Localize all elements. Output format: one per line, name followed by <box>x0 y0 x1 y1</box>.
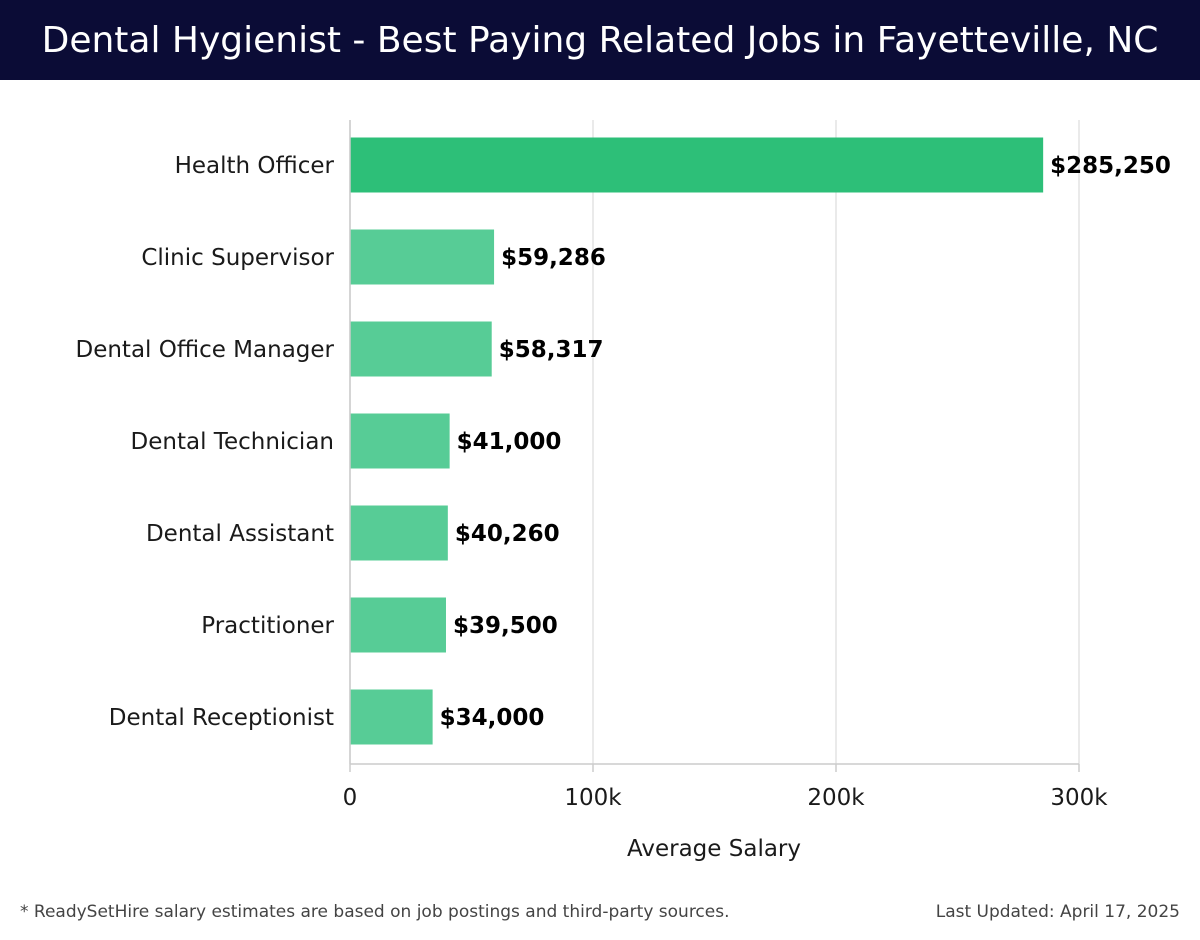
x-axis-title: Average Salary <box>627 836 801 862</box>
footer: * ReadySetHire salary estimates are base… <box>0 898 1200 928</box>
bars <box>350 137 1044 745</box>
bar-dental-technician <box>350 413 450 469</box>
value-label-dental-office-manager: $58,317 <box>499 337 604 363</box>
category-label-dental-office-manager: Dental Office Manager <box>75 337 334 363</box>
page-title: Dental Hygienist - Best Paying Related J… <box>41 19 1159 61</box>
last-updated: Last Updated: April 17, 2025 <box>935 902 1180 922</box>
bar-dental-receptionist <box>350 689 433 745</box>
value-label-health-officer: $285,250 <box>1050 153 1171 179</box>
bar-dental-assistant <box>350 505 448 561</box>
labels: Health Officer $285,250 Clinic Supervisor $… <box>75 153 1170 731</box>
salary-bar-chart: 0 100k 200k 300k Health Officer $285,250 Clin… <box>75 120 1171 862</box>
value-label-dental-technician: $41,000 <box>457 429 562 455</box>
category-label-practitioner: Practitioner <box>201 613 334 639</box>
category-label-dental-technician: Dental Technician <box>131 429 334 455</box>
bar-practitioner <box>350 597 446 653</box>
title-bar: Dental Hygienist - Best Paying Related J… <box>0 0 1200 80</box>
x-tick-label-2: 200k <box>807 785 865 811</box>
bar-dental-office-manager <box>350 321 492 377</box>
category-label-dental-receptionist: Dental Receptionist <box>109 705 334 731</box>
category-label-clinic-supervisor: Clinic Supervisor <box>141 245 334 271</box>
bar-health-officer <box>350 137 1044 193</box>
category-label-health-officer: Health Officer <box>175 153 335 179</box>
value-label-dental-receptionist: $34,000 <box>440 705 545 731</box>
x-tick-label-3: 300k <box>1050 785 1108 811</box>
category-label-dental-assistant: Dental Assistant <box>146 521 334 547</box>
value-label-practitioner: $39,500 <box>453 613 558 639</box>
x-tick-label-1: 100k <box>564 785 622 811</box>
value-label-clinic-supervisor: $59,286 <box>501 245 606 271</box>
x-tick-label-0: 0 <box>343 785 358 811</box>
value-label-dental-assistant: $40,260 <box>455 521 560 547</box>
x-axis: 0 100k 200k 300k <box>343 120 1108 811</box>
bar-clinic-supervisor <box>350 229 495 285</box>
footer-note: * ReadySetHire salary estimates are base… <box>20 902 730 922</box>
